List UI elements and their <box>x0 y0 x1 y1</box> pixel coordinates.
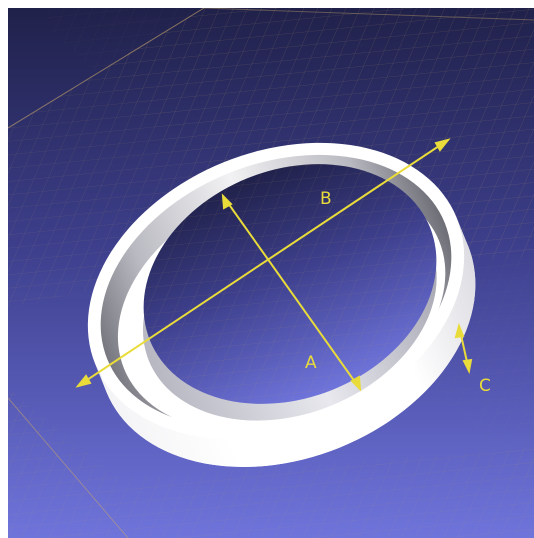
ring-diagram: B A C <box>8 8 534 538</box>
arrowhead-a-start <box>221 193 233 210</box>
arrowhead-b-end <box>434 138 451 152</box>
arrowhead-a-end <box>350 375 362 392</box>
annotations <box>75 138 473 392</box>
label-c: C <box>479 376 491 396</box>
arrowhead-b-start <box>75 374 92 388</box>
dimension-line-b <box>77 139 449 387</box>
label-b: B <box>320 189 332 209</box>
arrowhead-c-start <box>454 322 465 339</box>
dimension-line-a <box>222 195 361 390</box>
arrowhead-c-end <box>462 358 473 375</box>
label-a: A <box>305 353 317 373</box>
